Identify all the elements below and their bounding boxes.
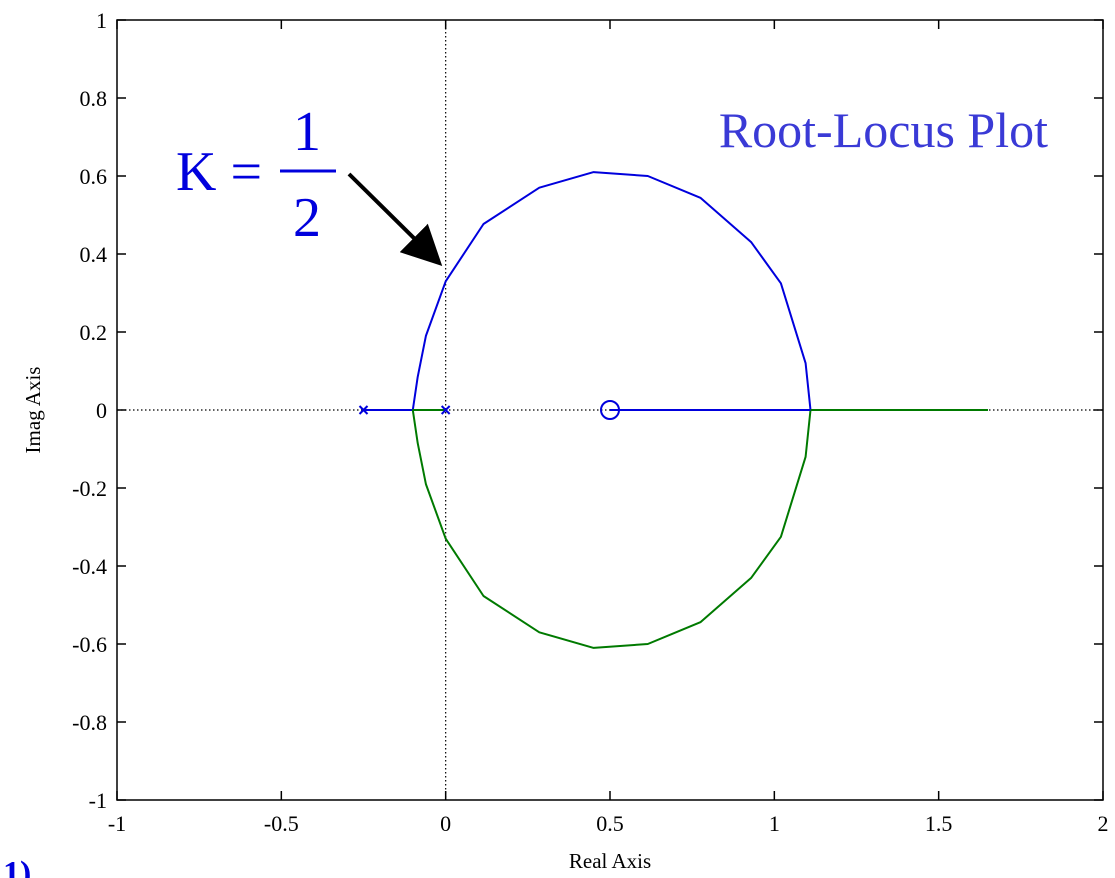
x-tick-label: 0.5: [596, 811, 624, 836]
y-axis-title: Imag Axis: [21, 367, 45, 454]
x-tick-label: 1.5: [925, 811, 953, 836]
axis-ticks: -1 -0.5 0 0.5 1 1.5 2 -1 -0.8 -0.6 -0.4 -0.2 0 0.2 0.4…: [72, 8, 1108, 836]
zero-marker: [600, 400, 620, 420]
x-axis-title: Real Axis: [569, 849, 651, 873]
y-tick-label: 0.8: [80, 86, 108, 111]
y-tick-label: 1: [96, 8, 107, 33]
y-tick-label: 0: [96, 398, 107, 423]
k-equals-label: K =: [176, 141, 262, 203]
x-tick-label: -1: [108, 811, 126, 836]
locus-branch-line: [411, 409, 812, 649]
x-tick-label: 1: [769, 811, 780, 836]
pole-marker: [358, 405, 369, 415]
y-tick-label: 0.4: [80, 242, 108, 267]
locus-branch-line: [363, 171, 812, 411]
y-tick-label: -0.6: [72, 632, 107, 657]
chart-title: Root-Locus Plot: [719, 102, 1048, 158]
pole-marker: [440, 405, 451, 415]
y-tick-label: -0.4: [72, 554, 107, 579]
k-fraction-denominator: 2: [293, 187, 321, 249]
panel-label: 1): [3, 855, 31, 878]
pole-zero-markers: [358, 400, 620, 420]
y-tick-label: 0.2: [80, 320, 108, 345]
pole-stroke: [440, 405, 451, 415]
locus-branches: [363, 171, 988, 649]
pole-stroke: [358, 405, 369, 415]
y-tick-label: 0.6: [80, 164, 108, 189]
y-tick-label: -1: [89, 788, 107, 813]
k-fraction-numerator: 1: [293, 101, 321, 163]
k-gain-annotation: K = 1 2: [176, 101, 443, 267]
y-tick-label: -0.2: [72, 476, 107, 501]
k-arrow: [347, 172, 443, 267]
y-tick-label: -0.8: [72, 710, 107, 735]
x-tick-label: 2: [1098, 811, 1109, 836]
x-tick-label: -0.5: [264, 811, 299, 836]
x-tick-label: 0: [440, 811, 451, 836]
